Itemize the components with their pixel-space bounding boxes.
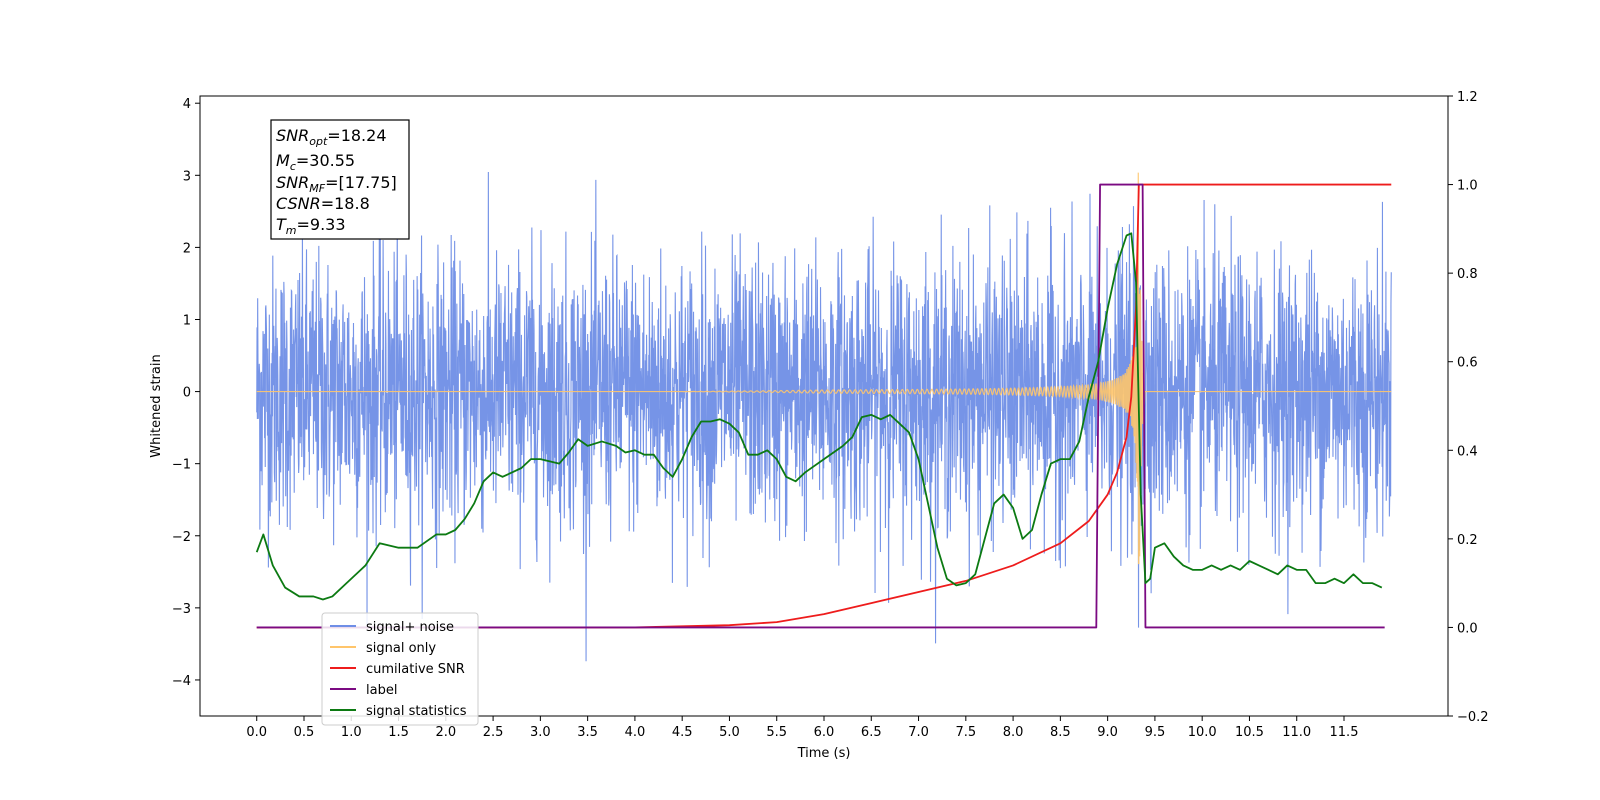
x-tick-label: 4.0 xyxy=(625,725,646,740)
y-tick-label: −3 xyxy=(172,602,191,617)
y-axis-right: 1.2 1.0 0.8 0.6 0.4 0.2 0.0 −0.2 xyxy=(1448,90,1489,725)
right-axis-series xyxy=(255,183,1392,629)
y-tick-label: 3 xyxy=(183,169,191,184)
legend-label: signal only xyxy=(366,641,436,656)
annotation-snr-mf: SNRMF=[17.75] xyxy=(276,173,397,195)
x-tick-label: 3.5 xyxy=(577,725,598,740)
y-tick-label: −4 xyxy=(172,674,191,689)
x-tick-label: 10.0 xyxy=(1188,725,1217,740)
y-tick-label: 2 xyxy=(183,241,191,256)
x-tick-label: 6.5 xyxy=(861,725,882,740)
y-right-tick-label: 0.6 xyxy=(1457,356,1478,371)
x-axis: 0.0 0.5 1.0 1.5 2.0 2.5 3.0 3.5 4.0 4.5 5.0 5.5 6.0 6… xyxy=(246,716,1358,740)
y-right-tick-label: −0.2 xyxy=(1457,710,1489,725)
label-line xyxy=(256,183,1385,629)
y-tick-label: 0 xyxy=(183,386,191,401)
x-tick-label: 11.0 xyxy=(1282,725,1311,740)
y-tick-label: 1 xyxy=(183,313,191,328)
x-tick-label: 9.0 xyxy=(1097,725,1118,740)
legend-label: signal statistics xyxy=(366,704,467,719)
y-axis-title: Whitened strain xyxy=(149,354,164,457)
x-tick-label: 5.5 xyxy=(766,725,787,740)
signal-statistics-line xyxy=(255,232,1383,601)
legend-frame xyxy=(321,612,479,726)
signal-only-series xyxy=(256,172,1392,565)
x-tick-label: 7.5 xyxy=(955,725,976,740)
legend-label: label xyxy=(366,683,397,698)
annotation-mc: Mc=30.55 xyxy=(276,151,355,173)
y-tick-label: 4 xyxy=(183,97,191,112)
x-tick-label: 7.0 xyxy=(908,725,929,740)
x-axis-title: Time (s) xyxy=(797,746,851,761)
legend-label: signal+ noise xyxy=(366,620,454,635)
x-tick-label: 2.5 xyxy=(483,725,504,740)
x-tick-label: 11.5 xyxy=(1330,725,1359,740)
x-tick-label: 1.0 xyxy=(341,725,362,740)
y-right-tick-label: 0.0 xyxy=(1457,621,1478,636)
cumulative-snr-line xyxy=(256,183,1392,629)
y-right-tick-label: 1.2 xyxy=(1457,90,1478,105)
x-tick-label: 0.5 xyxy=(294,725,315,740)
y-right-tick-label: 0.8 xyxy=(1457,267,1478,282)
y-right-tick-label: 0.2 xyxy=(1457,533,1478,548)
legend-label: cumilative SNR xyxy=(366,662,465,677)
y-tick-label: −1 xyxy=(172,458,191,473)
signal-only-line xyxy=(256,172,1392,565)
x-tick-label: 3.0 xyxy=(530,725,551,740)
x-tick-label: 8.0 xyxy=(1003,725,1024,740)
y-tick-label: −2 xyxy=(172,530,191,545)
x-tick-label: 2.0 xyxy=(435,725,456,740)
annotation-frame xyxy=(270,119,410,240)
x-tick-label: 10.5 xyxy=(1235,725,1264,740)
annotation-tm: Tm=9.33 xyxy=(276,215,346,237)
signal-noise-line xyxy=(256,171,1392,662)
y-right-tick-label: 1.0 xyxy=(1457,179,1478,194)
y-right-tick-label: 0.4 xyxy=(1457,444,1478,459)
x-tick-label: 6.0 xyxy=(814,725,835,740)
x-tick-label: 9.5 xyxy=(1145,725,1166,740)
annotation-csnr: CSNR=18.8 xyxy=(276,194,370,213)
signal-noise-series xyxy=(256,171,1392,662)
annotation-box: SNRopt=18.24 Mc=30.55 SNRMF=[17.75] CSNR… xyxy=(270,119,410,240)
legend: signal+ noise signal only cumilative SNR la… xyxy=(321,612,479,726)
y-axis-left: 4 3 2 1 0 −1 −2 −3 −4 xyxy=(172,97,200,689)
x-tick-label: 5.0 xyxy=(719,725,740,740)
x-tick-label: 1.5 xyxy=(388,725,409,740)
x-tick-label: 4.5 xyxy=(672,725,693,740)
x-tick-label: 0.0 xyxy=(246,725,267,740)
annotation-snr-opt: SNRopt=18.24 xyxy=(276,126,387,148)
x-tick-label: 8.5 xyxy=(1050,725,1071,740)
